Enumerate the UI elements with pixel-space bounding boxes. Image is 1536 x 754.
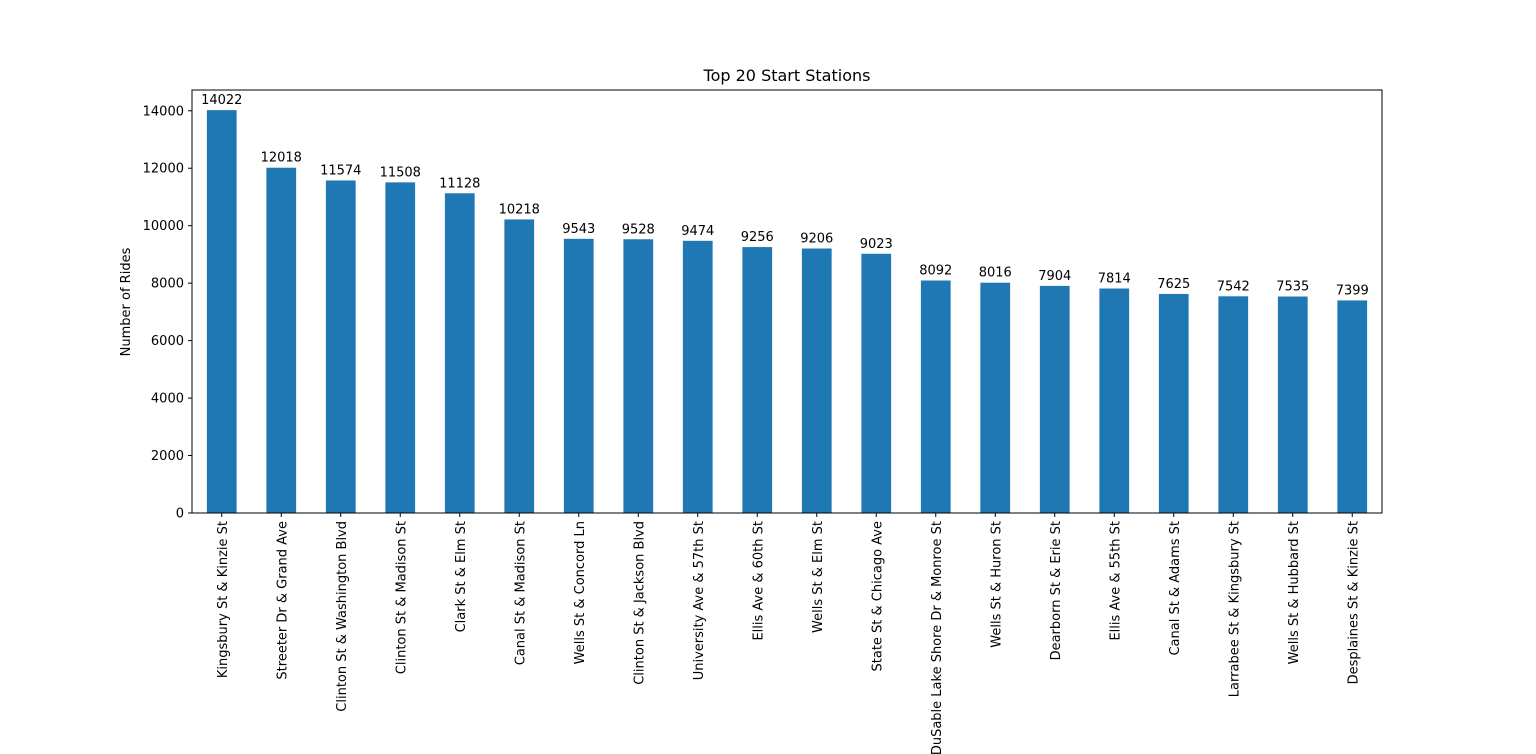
bar (920, 280, 951, 513)
x-tick-label: DuSable Lake Shore Dr & Monroe St (930, 521, 945, 754)
bar (1039, 285, 1070, 513)
bar-value-label: 8016 (979, 266, 1012, 281)
x-tick-label: Clinton St & Madison St (394, 521, 409, 674)
bar-value-label: 12018 (261, 151, 302, 166)
bar-value-label: 8092 (919, 264, 952, 279)
bar (385, 182, 416, 513)
x-tick-label: Wells St & Hubbard St (1287, 521, 1302, 664)
bar-value-label: 11574 (320, 163, 361, 178)
x-tick-label: Canal St & Madison St (513, 521, 528, 665)
bar (1099, 288, 1130, 513)
x-tick-label: Streeter Dr & Grand Ave (275, 521, 290, 680)
x-tick-label: University Ave & 57th St (692, 521, 707, 680)
bar (623, 239, 654, 513)
x-tick-label: Desplaines St & Kinzie St (1346, 521, 1361, 684)
bar (980, 282, 1011, 513)
y-tick-label: 0 (176, 507, 184, 522)
bar-value-label: 14022 (201, 93, 242, 108)
x-tick-label: Wells St & Huron St (989, 521, 1004, 648)
x-tick-label: Kingsbury St & Kinzie St (216, 521, 231, 678)
data-labels-group: 14022 12018 11574 11508 11128 10218 9543 9528 94… (201, 93, 1369, 298)
bar-value-label: 7535 (1276, 280, 1309, 295)
y-axis-ticks: 0 2000 4000 6000 8000 10000 12000 14000 (143, 104, 192, 522)
x-tick-label: Clinton St & Jackson Blvd (632, 521, 647, 685)
bar (1337, 300, 1368, 513)
bar (444, 193, 475, 514)
x-tick-label: Wells St & Elm St (811, 521, 826, 633)
x-tick-label: Clinton St & Washington Blvd (335, 521, 350, 712)
bar-value-label: 11508 (380, 165, 421, 180)
bar (801, 248, 832, 513)
bar-value-label: 7904 (1038, 269, 1071, 284)
bar (504, 219, 535, 513)
bar (1277, 296, 1308, 513)
plot-frame (191, 89, 1383, 514)
x-tick-label: Ellis Ave & 55th St (1108, 521, 1123, 641)
bar-value-label: 9256 (741, 230, 774, 245)
x-tick-label: Clark St & Elm St (454, 521, 469, 632)
x-tick-label: State St & Chicago Ave (870, 521, 885, 672)
bar (861, 253, 892, 513)
bar-value-label: 7399 (1336, 283, 1369, 298)
bar (563, 238, 594, 513)
x-tick-label: Canal St & Adams St (1168, 521, 1183, 656)
bar-value-label: 9206 (800, 232, 833, 247)
x-tick-label: Dearborn St & Erie St (1049, 521, 1064, 660)
bar-value-label: 7625 (1157, 277, 1190, 292)
bar-value-label: 11128 (439, 176, 480, 191)
bar-value-label: 10218 (499, 202, 540, 217)
bar-value-label: 9474 (681, 224, 714, 239)
y-tick-label: 4000 (151, 392, 184, 407)
bars-group (206, 110, 1368, 514)
y-axis-label: Number of Rides (119, 247, 134, 356)
y-tick-label: 14000 (143, 104, 184, 119)
y-tick-label: 10000 (143, 219, 184, 234)
bar-value-label: 9023 (860, 237, 893, 252)
bar-value-label: 7814 (1098, 272, 1131, 287)
y-tick-label: 6000 (151, 334, 184, 349)
bar (206, 110, 237, 513)
bar-value-label: 7542 (1217, 279, 1250, 294)
bar-value-label: 9543 (562, 222, 595, 237)
x-axis-ticks: Kingsbury St & Kinzie St Streeter Dr & Gr… (216, 513, 1361, 754)
chart-title: Top 20 Start Stations (703, 66, 871, 85)
y-tick-label: 2000 (151, 449, 184, 464)
bar (1158, 293, 1189, 513)
bar (682, 240, 713, 513)
bar (325, 180, 356, 513)
bar (742, 247, 773, 513)
bar (266, 167, 297, 513)
bar (1218, 296, 1249, 513)
bar-value-label: 9528 (622, 222, 655, 237)
x-tick-label: Larrabee St & Kingsbury St (1227, 521, 1242, 697)
x-tick-label: Ellis Ave & 60th St (751, 521, 766, 641)
y-tick-label: 8000 (151, 277, 184, 292)
x-tick-label: Wells St & Concord Ln (573, 521, 588, 664)
y-tick-label: 12000 (143, 162, 184, 177)
